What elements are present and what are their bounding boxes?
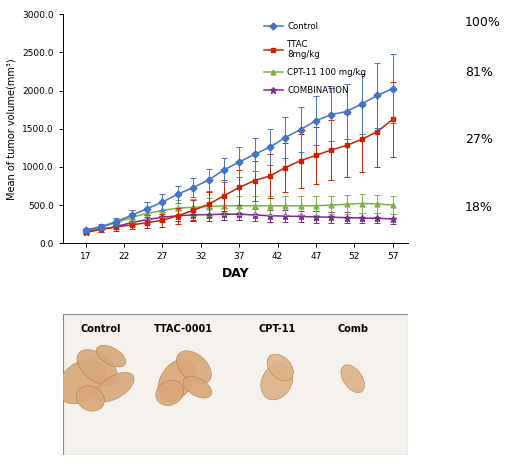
Ellipse shape xyxy=(77,349,118,385)
Ellipse shape xyxy=(58,359,106,404)
Text: 18%: 18% xyxy=(465,201,493,214)
Text: 100%: 100% xyxy=(465,15,501,29)
Ellipse shape xyxy=(183,376,212,398)
Ellipse shape xyxy=(341,365,365,393)
Text: Comb: Comb xyxy=(337,324,368,333)
Text: TTAC-0001: TTAC-0001 xyxy=(154,324,213,333)
Text: Control: Control xyxy=(81,324,121,333)
Text: CPT-11: CPT-11 xyxy=(258,324,295,333)
Legend: Control, TTAC
8mg/kg, CPT-11 100 mg/kg, COMBINATION: Control, TTAC 8mg/kg, CPT-11 100 mg/kg, … xyxy=(260,18,370,99)
Ellipse shape xyxy=(156,380,184,406)
Ellipse shape xyxy=(76,386,105,411)
Ellipse shape xyxy=(96,345,126,367)
X-axis label: DAY: DAY xyxy=(222,267,249,280)
Ellipse shape xyxy=(158,359,195,401)
Y-axis label: Mean of tumor volume(mm³): Mean of tumor volume(mm³) xyxy=(7,58,17,199)
Ellipse shape xyxy=(267,354,293,381)
Ellipse shape xyxy=(95,372,134,402)
Ellipse shape xyxy=(261,363,293,400)
Text: 81%: 81% xyxy=(465,66,493,79)
Ellipse shape xyxy=(176,351,211,384)
Text: 27%: 27% xyxy=(465,133,493,145)
